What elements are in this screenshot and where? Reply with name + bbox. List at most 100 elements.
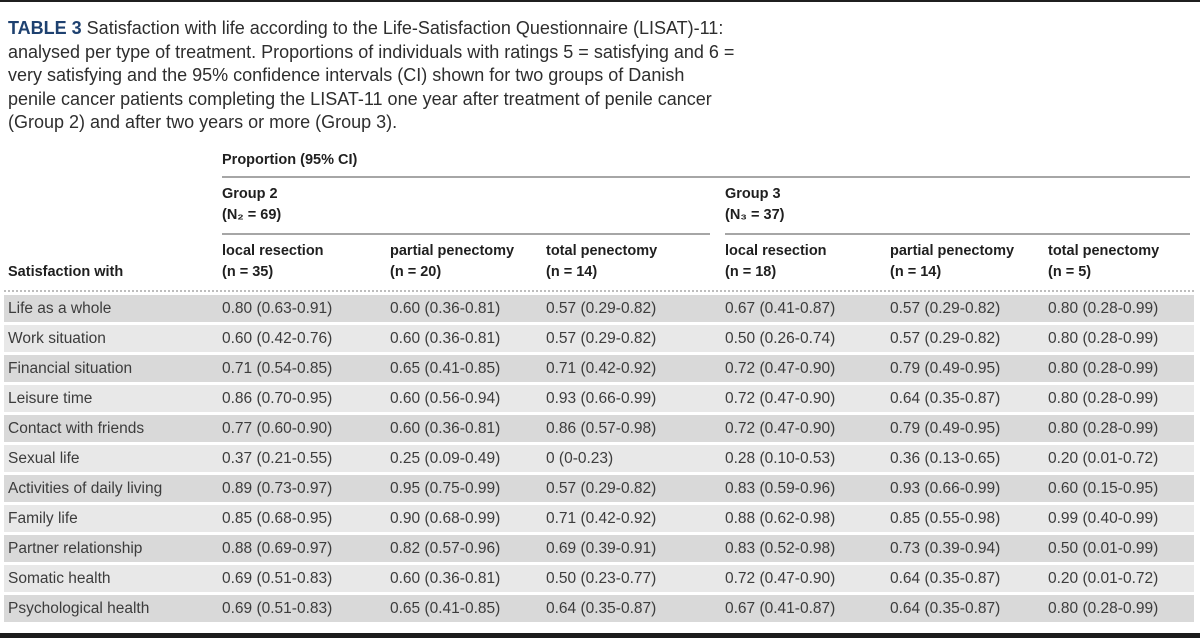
data-cell: 0.79 (0.49-0.95) — [890, 419, 1001, 437]
table-row: Work situation 0.60 (0.42-0.76) 0.60 (0.… — [4, 324, 1194, 352]
table-row: Activities of daily living 0.89 (0.73-0.… — [4, 474, 1194, 502]
table-caption: TABLE 3 Satisfaction with life according… — [0, 2, 1200, 135]
data-cell: 0.57 (0.29-0.82) — [546, 329, 657, 347]
data-cell: 0.69 (0.39-0.91) — [546, 539, 657, 557]
data-cell: 0.79 (0.49-0.95) — [890, 359, 1001, 377]
data-cell: 0.80 (0.63-0.91) — [222, 299, 333, 317]
group3-n: (N₃ = 37) — [725, 206, 785, 223]
data-cell: 0.77 (0.60-0.90) — [222, 419, 333, 437]
data-cell: 0.57 (0.29-0.82) — [546, 299, 657, 317]
caption-line: TABLE 3 Satisfaction with life according… — [8, 17, 1190, 41]
group2-name: Group 2 — [222, 185, 278, 202]
group-gap — [710, 595, 725, 622]
table-row: Life as a whole 0.80 (0.63-0.91) 0.60 (0… — [4, 294, 1194, 322]
table-row: Family life 0.85 (0.68-0.95) 0.90 (0.68-… — [4, 504, 1194, 532]
row-label: Family life — [8, 509, 78, 527]
data-cell: 0.85 (0.68-0.95) — [222, 509, 333, 527]
data-cell: 0.69 (0.51-0.83) — [222, 569, 333, 587]
caption-label: TABLE 3 — [8, 18, 82, 38]
data-cell: 0.64 (0.35-0.87) — [890, 569, 1001, 587]
group3-header: Group 3 (N₃ = 37) — [725, 178, 1190, 233]
data-cell: 0.80 (0.28-0.99) — [1048, 419, 1159, 437]
header-rule — [222, 175, 1190, 178]
data-cell: 0.64 (0.35-0.87) — [890, 389, 1001, 407]
data-cell: 0.83 (0.59-0.96) — [725, 479, 836, 497]
group2-header: Group 2 (N₂ = 69) — [222, 178, 710, 233]
column-header: partial penectomy (n = 14) — [890, 242, 1015, 280]
group-gap — [710, 505, 725, 532]
column-header: partial penectomy (n = 20) — [390, 242, 515, 280]
data-cell: 0.86 (0.57-0.98) — [546, 419, 657, 437]
data-cell: 0.57 (0.29-0.82) — [546, 479, 657, 497]
data-cell: 0.80 (0.28-0.99) — [1048, 359, 1159, 377]
group-gap — [710, 535, 725, 562]
data-cell: 0.25 (0.09-0.49) — [390, 449, 501, 467]
table-row: Contact with friends 0.77 (0.60-0.90) 0.… — [4, 414, 1194, 442]
data-cell: 0.64 (0.35-0.87) — [890, 599, 1001, 617]
data-cell: 0.57 (0.29-0.82) — [890, 329, 1001, 347]
data-cell: 0.80 (0.28-0.99) — [1048, 329, 1159, 347]
data-cell: 0.60 (0.36-0.81) — [390, 569, 501, 587]
data-cell: 0.20 (0.01-0.72) — [1048, 449, 1159, 467]
group2-n: (N₂ = 69) — [222, 206, 282, 223]
caption-line: very satisfying and the 95% confidence i… — [8, 65, 685, 85]
data-cell: 0.72 (0.47-0.90) — [725, 359, 836, 377]
data-cell: 0.80 (0.28-0.99) — [1048, 299, 1159, 317]
data-cell: 0.72 (0.47-0.90) — [725, 419, 836, 437]
row-label: Life as a whole — [8, 299, 112, 317]
row-label: Sexual life — [8, 449, 80, 467]
column-header: local resection (n = 18) — [725, 242, 827, 280]
data-cell: 0.50 (0.23-0.77) — [546, 569, 657, 587]
data-cell: 0.57 (0.29-0.82) — [890, 299, 1001, 317]
data-cell: 0.37 (0.21-0.55) — [222, 449, 333, 467]
table-row: Partner relationship 0.88 (0.69-0.97) 0.… — [4, 534, 1194, 562]
data-cell: 0.60 (0.36-0.81) — [390, 419, 501, 437]
row-header-label: Satisfaction with — [8, 263, 124, 280]
data-cell: 0.73 (0.39-0.94) — [890, 539, 1001, 557]
data-cell: 0.67 (0.41-0.87) — [725, 599, 836, 617]
row-label: Somatic health — [8, 569, 111, 587]
row-label: Contact with friends — [8, 419, 145, 437]
group2-rule — [222, 232, 710, 235]
table-row: Financial situation 0.71 (0.54-0.85) 0.6… — [4, 354, 1194, 382]
data-cell: 0.72 (0.47-0.90) — [725, 569, 836, 587]
data-cell: 0.65 (0.41-0.85) — [390, 359, 501, 377]
data-cell: 0.95 (0.75-0.99) — [390, 479, 501, 497]
caption-line: analysed per type of treatment. Proporti… — [8, 41, 735, 62]
group3-rule — [725, 232, 1190, 235]
data-cell: 0.80 (0.28-0.99) — [1048, 599, 1159, 617]
group-gap — [710, 325, 725, 352]
group-gap — [710, 385, 725, 412]
group3-name: Group 3 — [725, 185, 781, 202]
bottom-rule — [0, 633, 1200, 638]
group-gap — [710, 475, 725, 502]
group-gap — [710, 295, 725, 322]
caption-line: penile cancer patients completing the LI… — [8, 88, 712, 109]
data-cell: 0 (0-0.23) — [546, 449, 614, 467]
data-cell: 0.60 (0.56-0.94) — [390, 389, 501, 407]
group-gap — [710, 355, 725, 382]
data-cell: 0.88 (0.62-0.98) — [725, 509, 836, 527]
data-cell: 0.72 (0.47-0.90) — [725, 389, 836, 407]
table-row: Somatic health 0.69 (0.51-0.83) 0.60 (0.… — [4, 564, 1194, 592]
data-cell: 0.99 (0.40-0.99) — [1048, 509, 1159, 527]
data-cell: 0.85 (0.55-0.98) — [890, 509, 1001, 527]
column-header: total penectomy (n = 5) — [1048, 242, 1160, 280]
group-gap — [710, 565, 725, 592]
data-cell: 0.60 (0.36-0.81) — [390, 329, 501, 347]
data-cell: 0.64 (0.35-0.87) — [546, 599, 657, 617]
data-cell: 0.86 (0.70-0.95) — [222, 389, 333, 407]
data-cell: 0.93 (0.66-0.99) — [546, 389, 657, 407]
row-label: Financial situation — [8, 359, 133, 377]
data-cell: 0.90 (0.68-0.99) — [390, 509, 501, 527]
data-cell: 0.93 (0.66-0.99) — [890, 479, 1001, 497]
proportion-header: Proportion (95% CI) — [222, 151, 358, 168]
data-cell: 0.83 (0.52-0.98) — [725, 539, 836, 557]
caption-text: Satisfaction with life according to the … — [81, 18, 724, 38]
data-cell: 0.82 (0.57-0.96) — [390, 539, 501, 557]
top-rule — [0, 0, 1200, 2]
group-gap — [710, 415, 725, 442]
table-header: Proportion (95% CI) Group 2 (N₂ = 69) Gr… — [4, 152, 1194, 287]
data-cell: 0.88 (0.69-0.97) — [222, 539, 333, 557]
